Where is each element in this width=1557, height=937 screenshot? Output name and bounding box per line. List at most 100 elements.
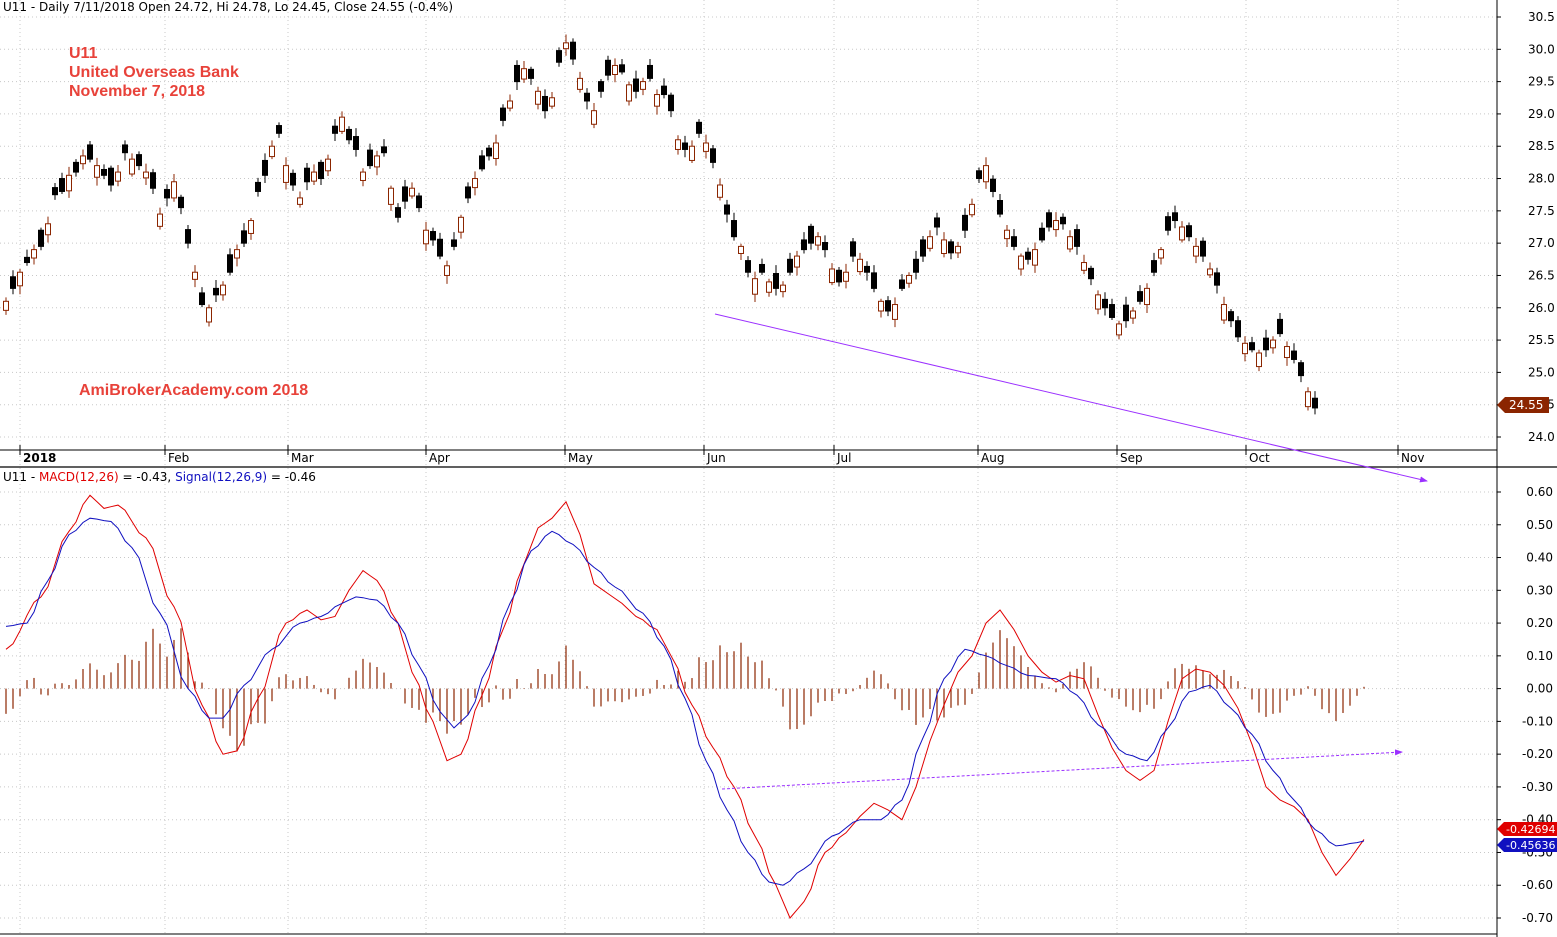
candle-body (808, 225, 814, 244)
candle-body (297, 197, 303, 205)
candle-body (1186, 225, 1192, 238)
candle-body (857, 258, 863, 273)
month-label: Nov (1401, 451, 1424, 465)
candle-body (843, 271, 849, 282)
candle-body (983, 165, 989, 183)
candle-body (1060, 216, 1066, 225)
candle-body (367, 149, 373, 167)
candle-body (234, 249, 240, 259)
candle-body (164, 189, 170, 199)
candle-body (157, 213, 163, 227)
candle-body (1081, 262, 1087, 271)
candle-body (1179, 226, 1185, 241)
month-label: Jul (836, 451, 851, 465)
macd-tick-label: -0.60 (1522, 878, 1553, 892)
candle-body (619, 64, 625, 73)
month-label: Oct (1249, 451, 1270, 465)
price-tick-label: 29.5 (1528, 75, 1555, 89)
candle-body (535, 90, 541, 105)
candle-body (31, 249, 37, 259)
candle-body (780, 284, 786, 293)
macd-tick-label: 0.00 (1526, 682, 1553, 696)
price-tick-label: 24.0 (1528, 430, 1555, 444)
candle-body (976, 170, 982, 180)
candle-body (45, 223, 51, 236)
candle-body (731, 220, 737, 238)
candle-body (66, 174, 72, 192)
month-label: Aug (981, 451, 1004, 465)
candle-body (451, 239, 457, 247)
candle-body (381, 146, 387, 154)
candle-body (227, 254, 233, 273)
candle-body (73, 161, 79, 173)
candle-body (262, 159, 268, 176)
last-price-value: 24.55 (1509, 398, 1543, 412)
candle-body (388, 187, 394, 205)
candle-body (871, 272, 877, 289)
macd-trend-line (721, 749, 1403, 790)
macd-tick-label: -0.20 (1522, 747, 1553, 761)
candle-body (738, 245, 744, 254)
candle-body (647, 64, 653, 79)
macd-last-value: -0.42694 (1506, 823, 1555, 836)
candle-body (1109, 304, 1115, 318)
candle-body (108, 167, 114, 186)
signal-header-value: = -0.46 (267, 470, 316, 484)
candle-body (1116, 323, 1122, 336)
candle-body (283, 165, 289, 183)
candle-body (437, 238, 443, 257)
price-y-axis: 24.024.525.025.526.026.527.027.528.028.5… (1497, 10, 1555, 444)
candle-body (850, 241, 856, 257)
candle-body (479, 155, 485, 170)
candle-body (724, 204, 730, 215)
macd-header-label: MACD(12,26) (39, 470, 119, 484)
candle-body (990, 178, 996, 192)
signal-line (5, 517, 1365, 886)
candle-body (542, 95, 548, 112)
candle-body (269, 145, 275, 158)
candle-body (563, 42, 569, 50)
candle-body (1270, 339, 1276, 349)
candle-body (507, 100, 513, 109)
candle-body (248, 220, 254, 234)
signal-last-tag: -0.45636 (1497, 838, 1557, 852)
annotation-watermark: AmiBrokerAcademy.com 2018 (79, 382, 308, 399)
candle-body (458, 216, 464, 233)
candle-body (1277, 318, 1283, 335)
candle-body (1123, 304, 1129, 322)
macd-header: U11 - MACD(12,26) = -0.43, Signal(12,26,… (3, 470, 316, 484)
month-label: Sep (1120, 451, 1143, 465)
candle-body (192, 271, 198, 280)
candle-body (1256, 352, 1262, 368)
candle-body (591, 110, 597, 125)
price-tick-label: 28.5 (1528, 139, 1555, 153)
candle-body (465, 186, 471, 199)
candle-body (997, 200, 1003, 215)
candle-body (38, 229, 44, 247)
candle-body (129, 158, 135, 175)
candle-body (913, 258, 919, 273)
candle-body (304, 167, 310, 183)
candle-body (1284, 346, 1290, 359)
price-tick-label: 27.0 (1528, 236, 1555, 250)
candle-body (1305, 391, 1311, 408)
candle-body (892, 304, 898, 320)
candle-body (402, 186, 408, 202)
price-tick-label: 28.0 (1528, 172, 1555, 186)
candle-body (52, 187, 58, 196)
candle-body (311, 171, 317, 182)
macd-header-value: = -0.43, (119, 470, 175, 484)
candle-body (934, 217, 940, 228)
price-tick-label: 26.5 (1528, 268, 1555, 282)
candle-body (143, 171, 149, 179)
candle-body (1137, 291, 1143, 302)
annotation-date: November 7, 2018 (69, 83, 205, 100)
candle-body (577, 77, 583, 90)
candle-body (94, 165, 100, 178)
macd-tick-label: 0.40 (1526, 551, 1553, 565)
candle-body (773, 273, 779, 289)
candle-body (1221, 304, 1227, 321)
candle-body (955, 245, 961, 254)
